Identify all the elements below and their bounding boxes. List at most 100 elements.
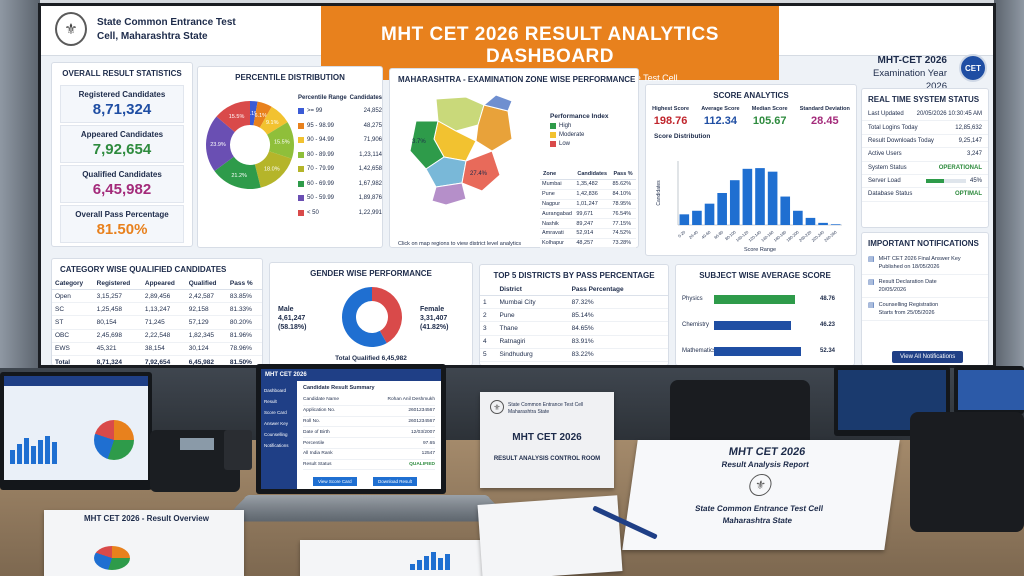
- percentile-slice[interactable]: [259, 106, 288, 135]
- district-rank-header: [480, 284, 497, 296]
- score-bar[interactable]: [679, 214, 690, 225]
- status-key: Last Updated: [868, 111, 904, 118]
- district-cell: 2: [480, 308, 497, 323]
- notification-title: Result Declaration Date: [878, 279, 937, 285]
- district-row[interactable]: 5 Sindhudurg 83.22%: [480, 348, 668, 362]
- category-cell: 81.50%: [226, 355, 262, 365]
- score-metric: Average Score 112.34: [701, 106, 739, 127]
- category-title: CATEGORY WISE QUALIFIED CANDIDATES: [60, 265, 227, 274]
- district-row[interactable]: 4 Ratnagiri 83.91%: [480, 335, 668, 349]
- notification-item[interactable]: ▤ Counselling Registration Starts from 25/…: [862, 298, 988, 321]
- laptop-menu-item[interactable]: Answer Key: [264, 421, 289, 426]
- subject-bar[interactable]: [714, 346, 802, 356]
- laptop-menu-item[interactable]: Counselling: [264, 432, 288, 437]
- view-all-notifications-button[interactable]: View All Notifications: [892, 351, 964, 363]
- score-bar[interactable]: [692, 210, 702, 225]
- map-label-1: 3.7%: [412, 139, 426, 145]
- percentile-row: < 50 1,22,991: [298, 206, 382, 221]
- district-row[interactable]: 1 Mumbai City 87.32%: [480, 295, 668, 310]
- category-row[interactable]: ST 80,154 71,245 57,129 80.20%: [52, 315, 262, 330]
- district-row[interactable]: 3 Thane 84.65%: [480, 321, 668, 336]
- percentile-slice[interactable]: [253, 101, 272, 128]
- category-cell: 83.85%: [226, 289, 262, 304]
- score-bar[interactable]: [742, 168, 753, 225]
- district-col-header: Pass Percentage: [568, 284, 668, 296]
- percentile-slice[interactable]: [214, 156, 261, 189]
- pen-holder: [224, 430, 252, 470]
- laptop-menu-item[interactable]: Result: [264, 399, 277, 404]
- score-bar[interactable]: [818, 222, 828, 225]
- percentile-candidates: 1,42,658: [358, 166, 382, 173]
- subject-bar[interactable]: [714, 320, 792, 330]
- zone-row[interactable]: Amravati 52,914 74.52%: [540, 228, 636, 239]
- view-score-card-button[interactable]: View Score Card: [313, 477, 357, 486]
- status-key: Result Downloads Today: [868, 137, 934, 144]
- maharashtra-map[interactable]: 3.7% 27.4%: [396, 91, 516, 209]
- score-bar[interactable]: [717, 193, 727, 225]
- percentile-candidates: 71,906: [363, 137, 382, 144]
- score-bar[interactable]: [755, 168, 765, 225]
- server-load-fill: [925, 179, 944, 184]
- score-bar[interactable]: [729, 180, 740, 225]
- laptop-menu-item[interactable]: Notifications: [264, 443, 289, 448]
- percentile-range: 60 - 69.99: [307, 180, 335, 187]
- map-region-vidarbha[interactable]: [482, 94, 513, 112]
- zone-row[interactable]: Kolhapur 48,257 73.28%: [540, 238, 636, 249]
- map-region-south[interactable]: [431, 182, 467, 206]
- category-col-header: Appeared: [141, 278, 186, 290]
- zone-row[interactable]: Pune 1,42,836 84.10%: [540, 189, 636, 200]
- percentile-slice[interactable]: [267, 122, 294, 159]
- zone-row[interactable]: Aurangabad 99,671 76.54%: [540, 208, 636, 220]
- zone-cell: 73.28%: [610, 238, 636, 249]
- exam-info: MHT-CET 2026 Examination Year 2026: [861, 54, 947, 93]
- field-label: Result Status: [303, 462, 332, 468]
- female-segment[interactable]: [372, 287, 402, 344]
- category-row[interactable]: EWS 45,321 38,154 30,124 78.96%: [52, 342, 262, 356]
- score-dist-title: Score Distribution: [654, 133, 711, 140]
- laptop-menu-item[interactable]: Score Card: [264, 410, 287, 415]
- right-wall: [994, 0, 1024, 380]
- category-cell: Total: [52, 355, 94, 365]
- map-region-marathwada[interactable]: [461, 150, 501, 192]
- score-bar[interactable]: [793, 210, 803, 225]
- score-bar[interactable]: [704, 203, 715, 225]
- category-row[interactable]: OBC 2,45,698 2,22,548 1,82,345 81.96%: [52, 329, 262, 343]
- subject-row: Physics 48.76: [676, 286, 854, 312]
- zone-performance-card: MAHARASHTRA - EXAMINATION ZONE WISE PERF…: [389, 68, 639, 249]
- male-segment[interactable]: [342, 287, 387, 347]
- score-metric-value: 28.45: [811, 115, 839, 127]
- score-distribution-chart: 0-20 20-40 40-60 60-80 80-100100-120120-1401…: [656, 161, 842, 253]
- percentile-slice[interactable]: [254, 151, 292, 188]
- notification-item[interactable]: ▤ Result Declaration Date 20/05/2026: [862, 275, 988, 298]
- category-row[interactable]: Total 8,71,324 7,92,654 6,45,982 81.50%: [52, 355, 262, 365]
- subject-name: Physics: [682, 296, 703, 302]
- percentile-range: 95 - 98.99: [307, 122, 335, 129]
- percentile-slice[interactable]: [206, 116, 235, 171]
- score-bar[interactable]: [780, 196, 791, 225]
- category-cell: 2,89,456: [141, 289, 186, 304]
- zone-cell: 85.62%: [610, 179, 636, 190]
- laptop-menu-item[interactable]: Dashboard: [264, 388, 287, 393]
- zone-row[interactable]: Nagpur 1,01,247 78.95%: [540, 199, 636, 210]
- subject-bar[interactable]: [714, 294, 796, 304]
- score-bar[interactable]: [805, 217, 816, 225]
- percentile-slice[interactable]: [250, 101, 258, 126]
- download-result-button[interactable]: Download Result: [373, 477, 418, 486]
- score-bar[interactable]: [830, 224, 841, 225]
- notification-item[interactable]: ▤ MHT CET 2026 Final Answer Key Published …: [862, 252, 988, 275]
- score-bar[interactable]: [767, 171, 778, 225]
- percentile-table: Percentile Range Candidates >= 99 24,852 9…: [298, 95, 382, 220]
- report-title: MHT CET 2026: [727, 446, 807, 458]
- slice-label: 6.1%: [255, 113, 268, 119]
- district-row[interactable]: 2 Pune 85.14%: [480, 308, 668, 323]
- zone-row[interactable]: Mumbai 1,35,482 85.62%: [540, 179, 636, 190]
- office-chair-right: [910, 412, 1024, 532]
- category-row[interactable]: Open 3,15,257 2,89,456 2,42,587 83.85%: [52, 289, 262, 304]
- score-metric: Highest Score 198.76: [652, 106, 689, 127]
- document-icon: ▤: [868, 256, 875, 263]
- percentile-slice[interactable]: [216, 101, 250, 133]
- category-row[interactable]: SC 1,25,458 1,13,247 92,158 81.33%: [52, 302, 262, 317]
- notification-title: MHT CET 2026 Final Answer Key: [878, 256, 961, 262]
- zone-row[interactable]: Nashik 89,247 77.15%: [540, 218, 636, 229]
- stat-label: Overall Pass Percentage: [75, 210, 169, 219]
